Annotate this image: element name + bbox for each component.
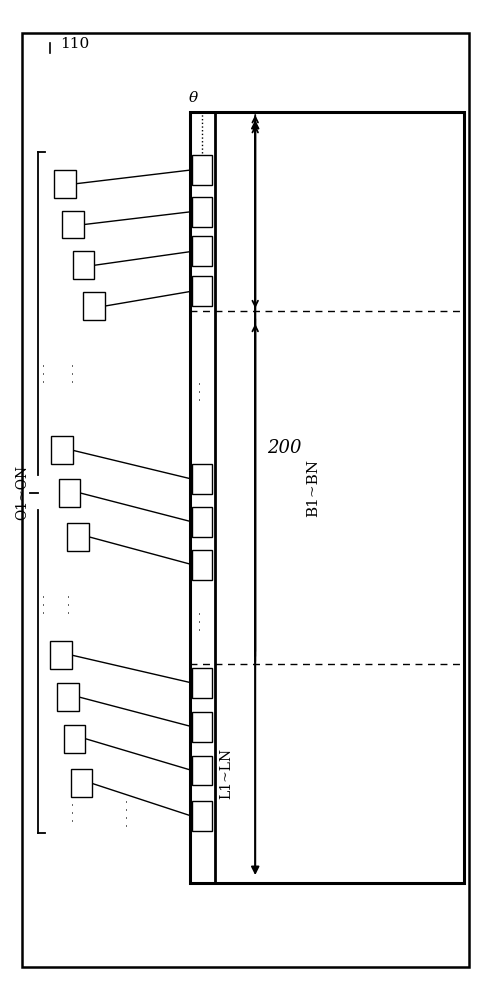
- Bar: [192, 197, 212, 227]
- Text: · · · ·: · · · ·: [68, 794, 81, 822]
- Bar: [71, 769, 92, 797]
- Text: · · ·: · · ·: [195, 611, 208, 631]
- Bar: [192, 801, 212, 831]
- Bar: [67, 523, 89, 551]
- Bar: [73, 251, 94, 279]
- Text: 110: 110: [60, 37, 89, 51]
- Text: · · ·: · · ·: [195, 381, 208, 401]
- Bar: [192, 276, 212, 306]
- Text: O1~ON: O1~ON: [15, 465, 29, 520]
- Bar: [192, 550, 212, 580]
- Text: · · ·: · · ·: [64, 594, 77, 614]
- Bar: [64, 725, 85, 753]
- Text: · · ·: · · ·: [68, 363, 81, 383]
- Bar: [192, 668, 212, 698]
- Bar: [52, 436, 73, 464]
- Bar: [57, 683, 79, 711]
- Text: B1~BN: B1~BN: [306, 459, 321, 517]
- Bar: [190, 112, 464, 883]
- Text: θ: θ: [189, 91, 198, 105]
- Bar: [192, 155, 212, 185]
- Bar: [192, 464, 212, 494]
- Bar: [192, 507, 212, 537]
- Bar: [192, 756, 212, 785]
- Bar: [54, 170, 76, 198]
- Bar: [51, 641, 72, 669]
- Bar: [62, 211, 84, 238]
- Text: 200: 200: [267, 439, 302, 457]
- Bar: [59, 479, 81, 507]
- Text: · · ·: · · ·: [39, 363, 52, 383]
- Bar: [192, 236, 212, 266]
- Bar: [192, 712, 212, 742]
- Text: · · · ·: · · · ·: [122, 799, 136, 827]
- Bar: [83, 292, 105, 320]
- Text: · · ·: · · ·: [39, 594, 52, 614]
- Text: L1~LN: L1~LN: [219, 748, 234, 799]
